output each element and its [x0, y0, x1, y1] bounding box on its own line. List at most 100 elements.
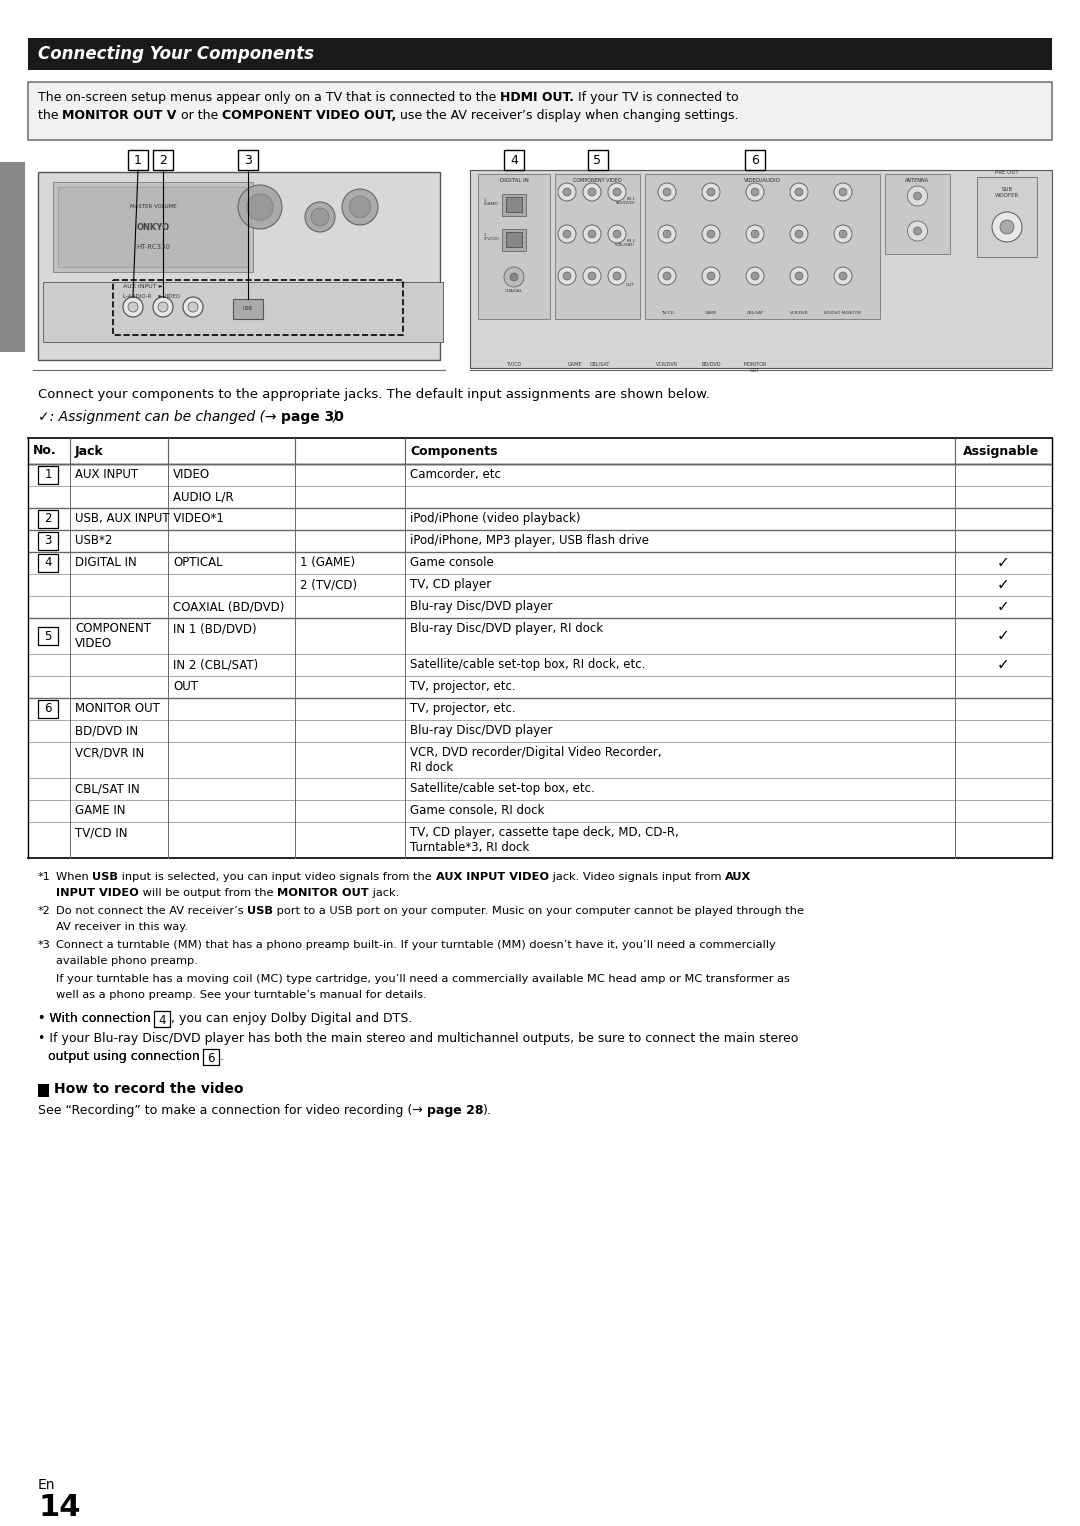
Circle shape — [558, 183, 576, 201]
Text: How to record the video: How to record the video — [54, 1082, 243, 1096]
Text: TV, projector, etc.: TV, projector, etc. — [410, 702, 515, 716]
Circle shape — [914, 227, 921, 235]
Text: *3: *3 — [38, 940, 51, 951]
Text: TV/CD IN: TV/CD IN — [75, 826, 127, 839]
Circle shape — [746, 183, 764, 201]
Bar — [28, 485, 1052, 508]
Text: ✓: ✓ — [997, 629, 1010, 644]
Circle shape — [789, 183, 808, 201]
Circle shape — [907, 186, 928, 206]
Bar — [203, 1048, 219, 1065]
Text: AUX INPUT VIDEO: AUX INPUT VIDEO — [435, 871, 549, 882]
Circle shape — [504, 267, 524, 287]
Bar — [38, 1083, 49, 1097]
Text: *1: *1 — [38, 871, 51, 882]
Text: VIDEO/AUDIO: VIDEO/AUDIO — [744, 179, 781, 183]
Bar — [38, 533, 58, 549]
Text: TV, projector, etc.: TV, projector, etc. — [410, 681, 515, 693]
Text: AV receiver in this way.: AV receiver in this way. — [56, 922, 188, 932]
Bar — [38, 700, 58, 719]
Bar — [53, 182, 253, 272]
Text: page 30: page 30 — [281, 410, 343, 424]
Text: SUB
WOOFER: SUB WOOFER — [995, 188, 1020, 198]
Text: USB, AUX INPUT VIDEO*1: USB, AUX INPUT VIDEO*1 — [75, 513, 224, 525]
Text: BD/DVD IN: BD/DVD IN — [75, 723, 138, 737]
Text: ONKYO: ONKYO — [136, 223, 170, 232]
Text: 1: 1 — [134, 154, 141, 166]
Bar — [28, 38, 1052, 70]
Circle shape — [914, 192, 921, 200]
Circle shape — [834, 183, 852, 201]
Text: ).: ). — [483, 1103, 492, 1117]
Bar — [588, 150, 607, 169]
Text: • If your Blu-ray Disc/DVD player has both the main stereo and multichannel outp: • If your Blu-ray Disc/DVD player has bo… — [38, 1032, 798, 1045]
Text: OPTICAL: OPTICAL — [173, 555, 222, 569]
Text: CBL/SAT IN: CBL/SAT IN — [75, 781, 139, 795]
Circle shape — [183, 298, 203, 317]
Text: Camcorder, etc: Camcorder, etc — [410, 468, 501, 481]
Text: Connecting Your Components: Connecting Your Components — [38, 44, 314, 63]
Bar — [28, 697, 1052, 720]
Circle shape — [583, 224, 600, 243]
Circle shape — [129, 302, 138, 311]
Circle shape — [588, 188, 596, 195]
Text: ✓: ✓ — [997, 555, 1010, 571]
Bar — [58, 188, 248, 267]
Circle shape — [247, 194, 273, 220]
Text: Satellite/cable set-top box, RI dock, etc.: Satellite/cable set-top box, RI dock, et… — [410, 658, 646, 671]
Circle shape — [834, 267, 852, 285]
Bar — [28, 742, 1052, 778]
Text: When: When — [56, 871, 93, 882]
Text: DIGITAL IN: DIGITAL IN — [75, 555, 137, 569]
Circle shape — [158, 302, 168, 311]
Text: CBL/SAT: CBL/SAT — [590, 362, 610, 366]
Bar — [43, 282, 443, 342]
Circle shape — [311, 208, 329, 226]
Circle shape — [746, 267, 764, 285]
Circle shape — [305, 201, 335, 232]
Text: Do not connect the AV receiver’s: Do not connect the AV receiver’s — [56, 906, 247, 916]
Circle shape — [707, 230, 715, 238]
Text: ✓: Assignment can be changed (→: ✓: Assignment can be changed (→ — [38, 410, 281, 424]
Circle shape — [188, 302, 198, 311]
Text: 6: 6 — [207, 1051, 215, 1065]
Bar — [977, 177, 1037, 256]
Text: USB*2: USB*2 — [75, 534, 112, 546]
Bar — [28, 823, 1052, 858]
Text: L-AUDIO-R    ►VIDEO: L-AUDIO-R ►VIDEO — [123, 295, 180, 299]
Text: GAME: GAME — [568, 362, 582, 366]
Circle shape — [839, 272, 847, 279]
Circle shape — [839, 230, 847, 238]
Circle shape — [153, 298, 173, 317]
Text: IN 1 (BD/DVD): IN 1 (BD/DVD) — [173, 623, 257, 635]
Text: COAXIAL: COAXIAL — [505, 288, 523, 293]
Text: • With connection: • With connection — [38, 1012, 154, 1025]
Text: 1
(GAME): 1 (GAME) — [484, 198, 499, 206]
Text: If your TV is connected to: If your TV is connected to — [575, 92, 739, 104]
Text: iPod/iPhone (video playback): iPod/iPhone (video playback) — [410, 513, 581, 525]
Circle shape — [751, 230, 759, 238]
Text: ✓: ✓ — [997, 577, 1010, 592]
Bar — [28, 655, 1052, 676]
Bar — [28, 720, 1052, 742]
Text: IN 2 (CBL/SAT): IN 2 (CBL/SAT) — [173, 658, 258, 671]
Text: Satellite/cable set-top box, etc.: Satellite/cable set-top box, etc. — [410, 781, 595, 795]
Text: output using connection: output using connection — [48, 1050, 204, 1064]
Bar — [28, 552, 1052, 574]
Bar — [38, 172, 440, 360]
Text: GAME IN: GAME IN — [75, 804, 125, 816]
Text: OUT: OUT — [626, 282, 635, 287]
Text: MONITOR OUT: MONITOR OUT — [75, 702, 160, 716]
Text: 1 (GAME): 1 (GAME) — [300, 555, 355, 569]
Text: MASTER VOLUME: MASTER VOLUME — [130, 204, 176, 209]
Circle shape — [510, 273, 518, 281]
Text: The on-screen setup menus appear only on a TV that is connected to the: The on-screen setup menus appear only on… — [38, 92, 500, 104]
Text: 5: 5 — [594, 154, 602, 166]
Bar — [28, 800, 1052, 823]
Text: 2: 2 — [159, 154, 167, 166]
Circle shape — [608, 183, 626, 201]
Text: GAME: GAME — [705, 311, 717, 314]
Text: page 28: page 28 — [427, 1103, 483, 1117]
Bar — [502, 194, 526, 217]
Text: ).: ). — [333, 410, 342, 424]
